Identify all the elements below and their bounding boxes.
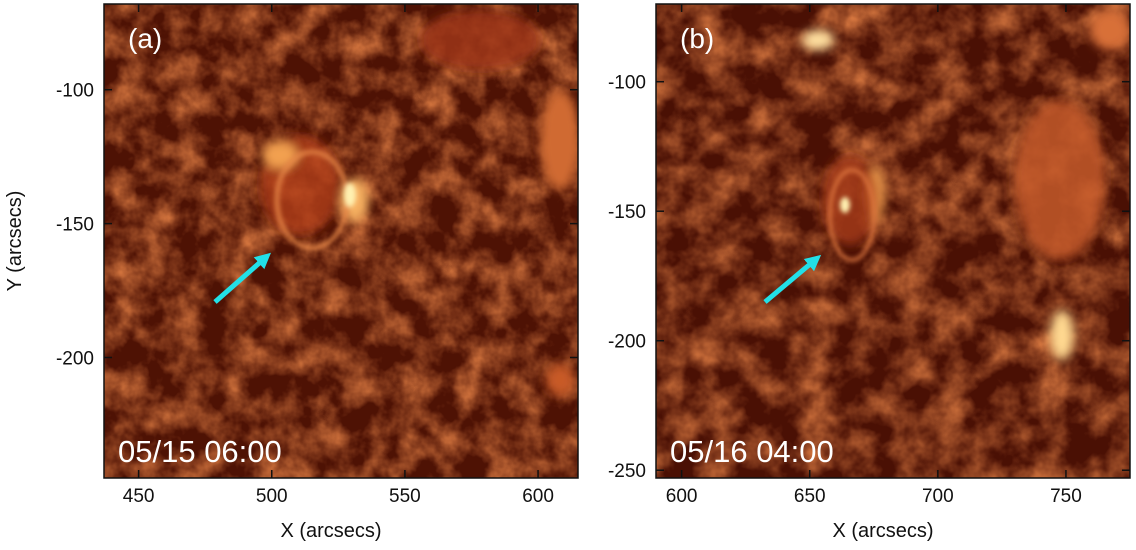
x-tick-label: 700	[922, 486, 954, 507]
loop-structure	[828, 168, 876, 262]
y-tick-label: -250	[608, 461, 646, 482]
y-tick-label: -200	[56, 348, 94, 369]
y-tick-label: -200	[608, 332, 646, 353]
x-tick-label: 600	[666, 486, 698, 507]
arrow	[213, 252, 272, 304]
loop-structure	[274, 149, 356, 251]
panel-frame	[655, 3, 1131, 479]
x-tick-label: 450	[123, 486, 155, 507]
y-tick-label: -100	[56, 81, 94, 102]
solar-image	[656, 4, 1130, 478]
y-tick-label: -100	[608, 73, 646, 94]
arrow	[763, 254, 822, 304]
annotation: 05/15 06:00	[118, 434, 282, 469]
y-axis-label: Y (arcsecs)	[4, 191, 26, 292]
panel-frame	[103, 3, 579, 479]
image-texture	[104, 4, 578, 478]
x-tick-label: 550	[389, 486, 421, 507]
panel-label: (b)	[680, 23, 714, 54]
y-tick-label: -150	[56, 215, 94, 236]
x-axis-label: X (arcsecs)	[280, 520, 381, 542]
x-axis-label: X (arcsecs)	[832, 520, 933, 542]
x-tick-label: 750	[1050, 486, 1082, 507]
x-tick-label: 500	[256, 486, 288, 507]
panel-label: (a)	[128, 23, 162, 54]
annotation: 05/16 04:00	[670, 434, 834, 469]
solar-image	[104, 4, 578, 478]
bright-regions	[802, 10, 1130, 360]
x-tick-label: 650	[794, 486, 826, 507]
y-tick-label: -150	[608, 202, 646, 223]
x-tick-label: 600	[522, 486, 554, 507]
